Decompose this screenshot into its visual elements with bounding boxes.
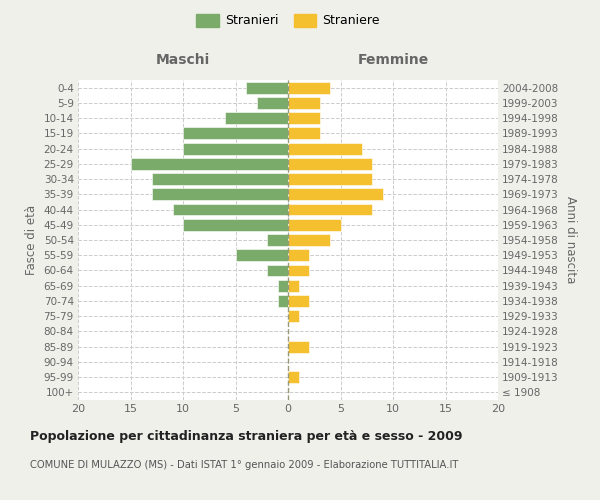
Text: COMUNE DI MULAZZO (MS) - Dati ISTAT 1° gennaio 2009 - Elaborazione TUTTITALIA.IT: COMUNE DI MULAZZO (MS) - Dati ISTAT 1° g… [30, 460, 458, 470]
Bar [288, 112, 320, 124]
Bar [183, 142, 288, 154]
Text: Maschi: Maschi [156, 54, 210, 68]
Bar [288, 219, 341, 230]
Bar [288, 340, 309, 352]
Bar [183, 219, 288, 230]
Text: Popolazione per cittadinanza straniera per età e sesso - 2009: Popolazione per cittadinanza straniera p… [30, 430, 463, 443]
Bar [267, 264, 288, 276]
Bar [130, 158, 288, 170]
Bar [288, 264, 309, 276]
Bar [235, 250, 288, 261]
Bar [288, 250, 309, 261]
Bar [257, 97, 288, 109]
Bar [288, 204, 372, 216]
Bar [277, 295, 288, 307]
Bar [288, 82, 330, 94]
Bar [151, 188, 288, 200]
Y-axis label: Anni di nascita: Anni di nascita [565, 196, 577, 284]
Bar [267, 234, 288, 246]
Bar [288, 234, 330, 246]
Bar [277, 280, 288, 291]
Bar [288, 97, 320, 109]
Y-axis label: Fasce di età: Fasce di età [25, 205, 38, 275]
Bar [288, 142, 361, 154]
Bar [173, 204, 288, 216]
Text: Femmine: Femmine [358, 54, 428, 68]
Bar [246, 82, 288, 94]
Bar [288, 128, 320, 140]
Bar [225, 112, 288, 124]
Legend: Stranieri, Straniere: Stranieri, Straniere [191, 8, 385, 32]
Bar [288, 310, 299, 322]
Bar [288, 188, 383, 200]
Bar [288, 280, 299, 291]
Bar [288, 158, 372, 170]
Bar [288, 295, 309, 307]
Bar [288, 173, 372, 185]
Bar [183, 128, 288, 140]
Bar [288, 371, 299, 383]
Bar [151, 173, 288, 185]
